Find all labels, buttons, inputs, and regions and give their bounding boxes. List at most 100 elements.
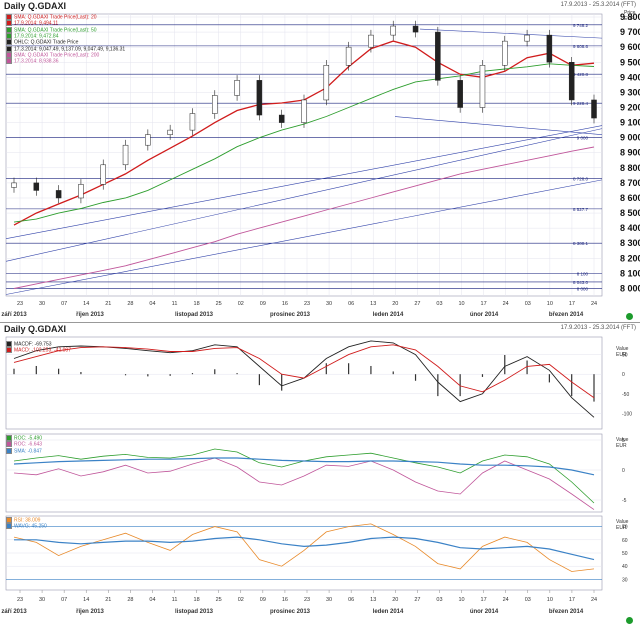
legend-entry: ROC: -5.490 [6,435,42,441]
x-tick-label: 03 [436,597,442,603]
x-tick-label: 14 [83,301,89,307]
level-label: 8 300.1 [573,241,589,246]
legend-swatch [6,517,12,523]
legend-swatch [6,32,12,39]
roc-tick-label: 0 [622,468,625,474]
x-tick-label: 24 [591,597,597,603]
x-tick-label: 25 [216,301,222,307]
legend-entry: 17.3.2014: 8,938.36 [6,58,125,65]
level-label: 8 527.7 [573,207,589,212]
x-month-label: únor 2014 [470,312,499,318]
x-month-label: listopad 2013 [175,609,214,615]
candle-body [502,40,508,66]
x-tick-label: 10 [458,301,464,307]
level-label: 9 748.2 [573,23,589,28]
level-label: 8 043.0 [573,280,589,285]
candle-body [546,34,553,63]
legend-entry: ROC: -6.643 [6,441,42,448]
level-label: 9 000 [577,136,589,141]
price-tick-label: 8 200 [620,253,640,263]
legend-entry: 17.9.2014: 9,472.84 [6,32,125,40]
x-tick-label: 17 [569,301,575,307]
x-tick-label: 10 [458,597,464,603]
x-tick-label: 03 [525,597,531,603]
x-tick-label: 03 [525,301,531,307]
candle-body [301,99,307,123]
status-indicator-top[interactable] [626,313,633,320]
legend-text: MACDF: -69.753 [14,341,52,348]
price-tick-label: 8 400 [620,223,640,233]
macd-tick-label: 0 [622,372,625,378]
legend-text: SMA: Q.GDAXI Trade Price(Last): 50 [14,26,97,33]
x-month-label: leden 2014 [373,312,404,318]
x-tick-label: 24 [503,301,509,307]
candle-body [323,65,330,101]
price-axis-unit: Price [624,10,636,16]
rsi-tick-label: 50 [622,551,628,557]
value-axis-label: Value [616,346,629,352]
price-tick-label: 8 900 [620,148,640,158]
legend-swatch [6,20,12,27]
candle-body [568,62,575,101]
rsi-tick-label: 70 [622,525,628,531]
x-tick-label: 10 [547,597,553,603]
candle-body [122,144,129,166]
legend-swatch [6,51,12,58]
x-tick-label: 23 [304,301,310,307]
legend-text: WAVG: 45.250 [14,523,47,530]
legend-text: ROC: -5.490 [14,435,43,442]
trendline [419,28,603,39]
x-tick-label: 24 [591,301,597,307]
x-tick-label: 25 [216,597,222,603]
x-tick-label: 14 [83,597,89,603]
x-tick-label: 16 [282,301,288,307]
legend-entry: SMA: Q.GDAXI Trade Price(Last): 50 [6,26,125,33]
legend-entry: OHLC: Q.GDAXI Trade Price [6,39,125,46]
legend-entry: MACDF: -69.753 [6,341,71,347]
x-tick-label: 23 [304,597,310,603]
plot-frame [5,13,603,297]
x-month-label: březen 2014 [549,312,584,318]
x-tick-label: 06 [348,301,354,307]
status-indicator-bottom[interactable] [626,617,633,624]
macd-tick-label: 50 [622,353,628,359]
candle-body [189,113,196,131]
candle-body [457,80,463,108]
x-tick-label: 30 [326,597,332,603]
legend-text: 17.9.2014: 9,472.84 [14,33,59,40]
candle-body [591,99,597,119]
candle-body [278,114,285,123]
candle-body [256,80,263,116]
candle-body [234,80,240,96]
x-tick-label: 11 [172,597,178,603]
candle-body [412,25,419,33]
legend-swatch [6,58,12,65]
x-tick-label: 18 [194,597,200,603]
x-tick-label: 11 [172,301,178,307]
legend-swatch [6,14,12,20]
macd-line-1 [13,344,595,399]
legend-swatch [6,26,12,33]
x-tick-label: 04 [149,597,155,603]
x-tick-label: 21 [105,597,111,603]
x-tick-label: 03 [436,301,442,307]
level-label: 8 100 [577,271,589,276]
x-month-label: prosinec 2013 [270,609,311,615]
legend-text: SMA: Q.GDAXI Trade Price(Last): 20 [14,14,97,21]
x-month-label: únor 2014 [470,609,499,615]
price-axis-currency: EUR [624,16,635,22]
x-tick-label: 21 [105,301,111,307]
rsi-tick-label: 40 [622,564,628,570]
x-month-label: říjen 2013 [76,609,104,615]
macd-tick-label: -50 [622,392,629,398]
roc-legend: ROC: -5.490 ROC: -6.643 SMA: -0.847 [6,435,42,454]
x-tick-label: 28 [127,301,133,307]
macd-legend: MACDF: -69.753 MACD: -102.253, -42.007 [6,341,71,354]
value-axis-currency: EUR [616,352,627,358]
lower-date-range: 17.9.2013 - 25.3.2014 (FFT) [560,325,636,331]
x-month-label: prosinec 2013 [270,312,311,318]
candle-body [145,134,151,146]
candle-body [11,182,17,188]
price-tick-label: 8 800 [620,163,640,173]
